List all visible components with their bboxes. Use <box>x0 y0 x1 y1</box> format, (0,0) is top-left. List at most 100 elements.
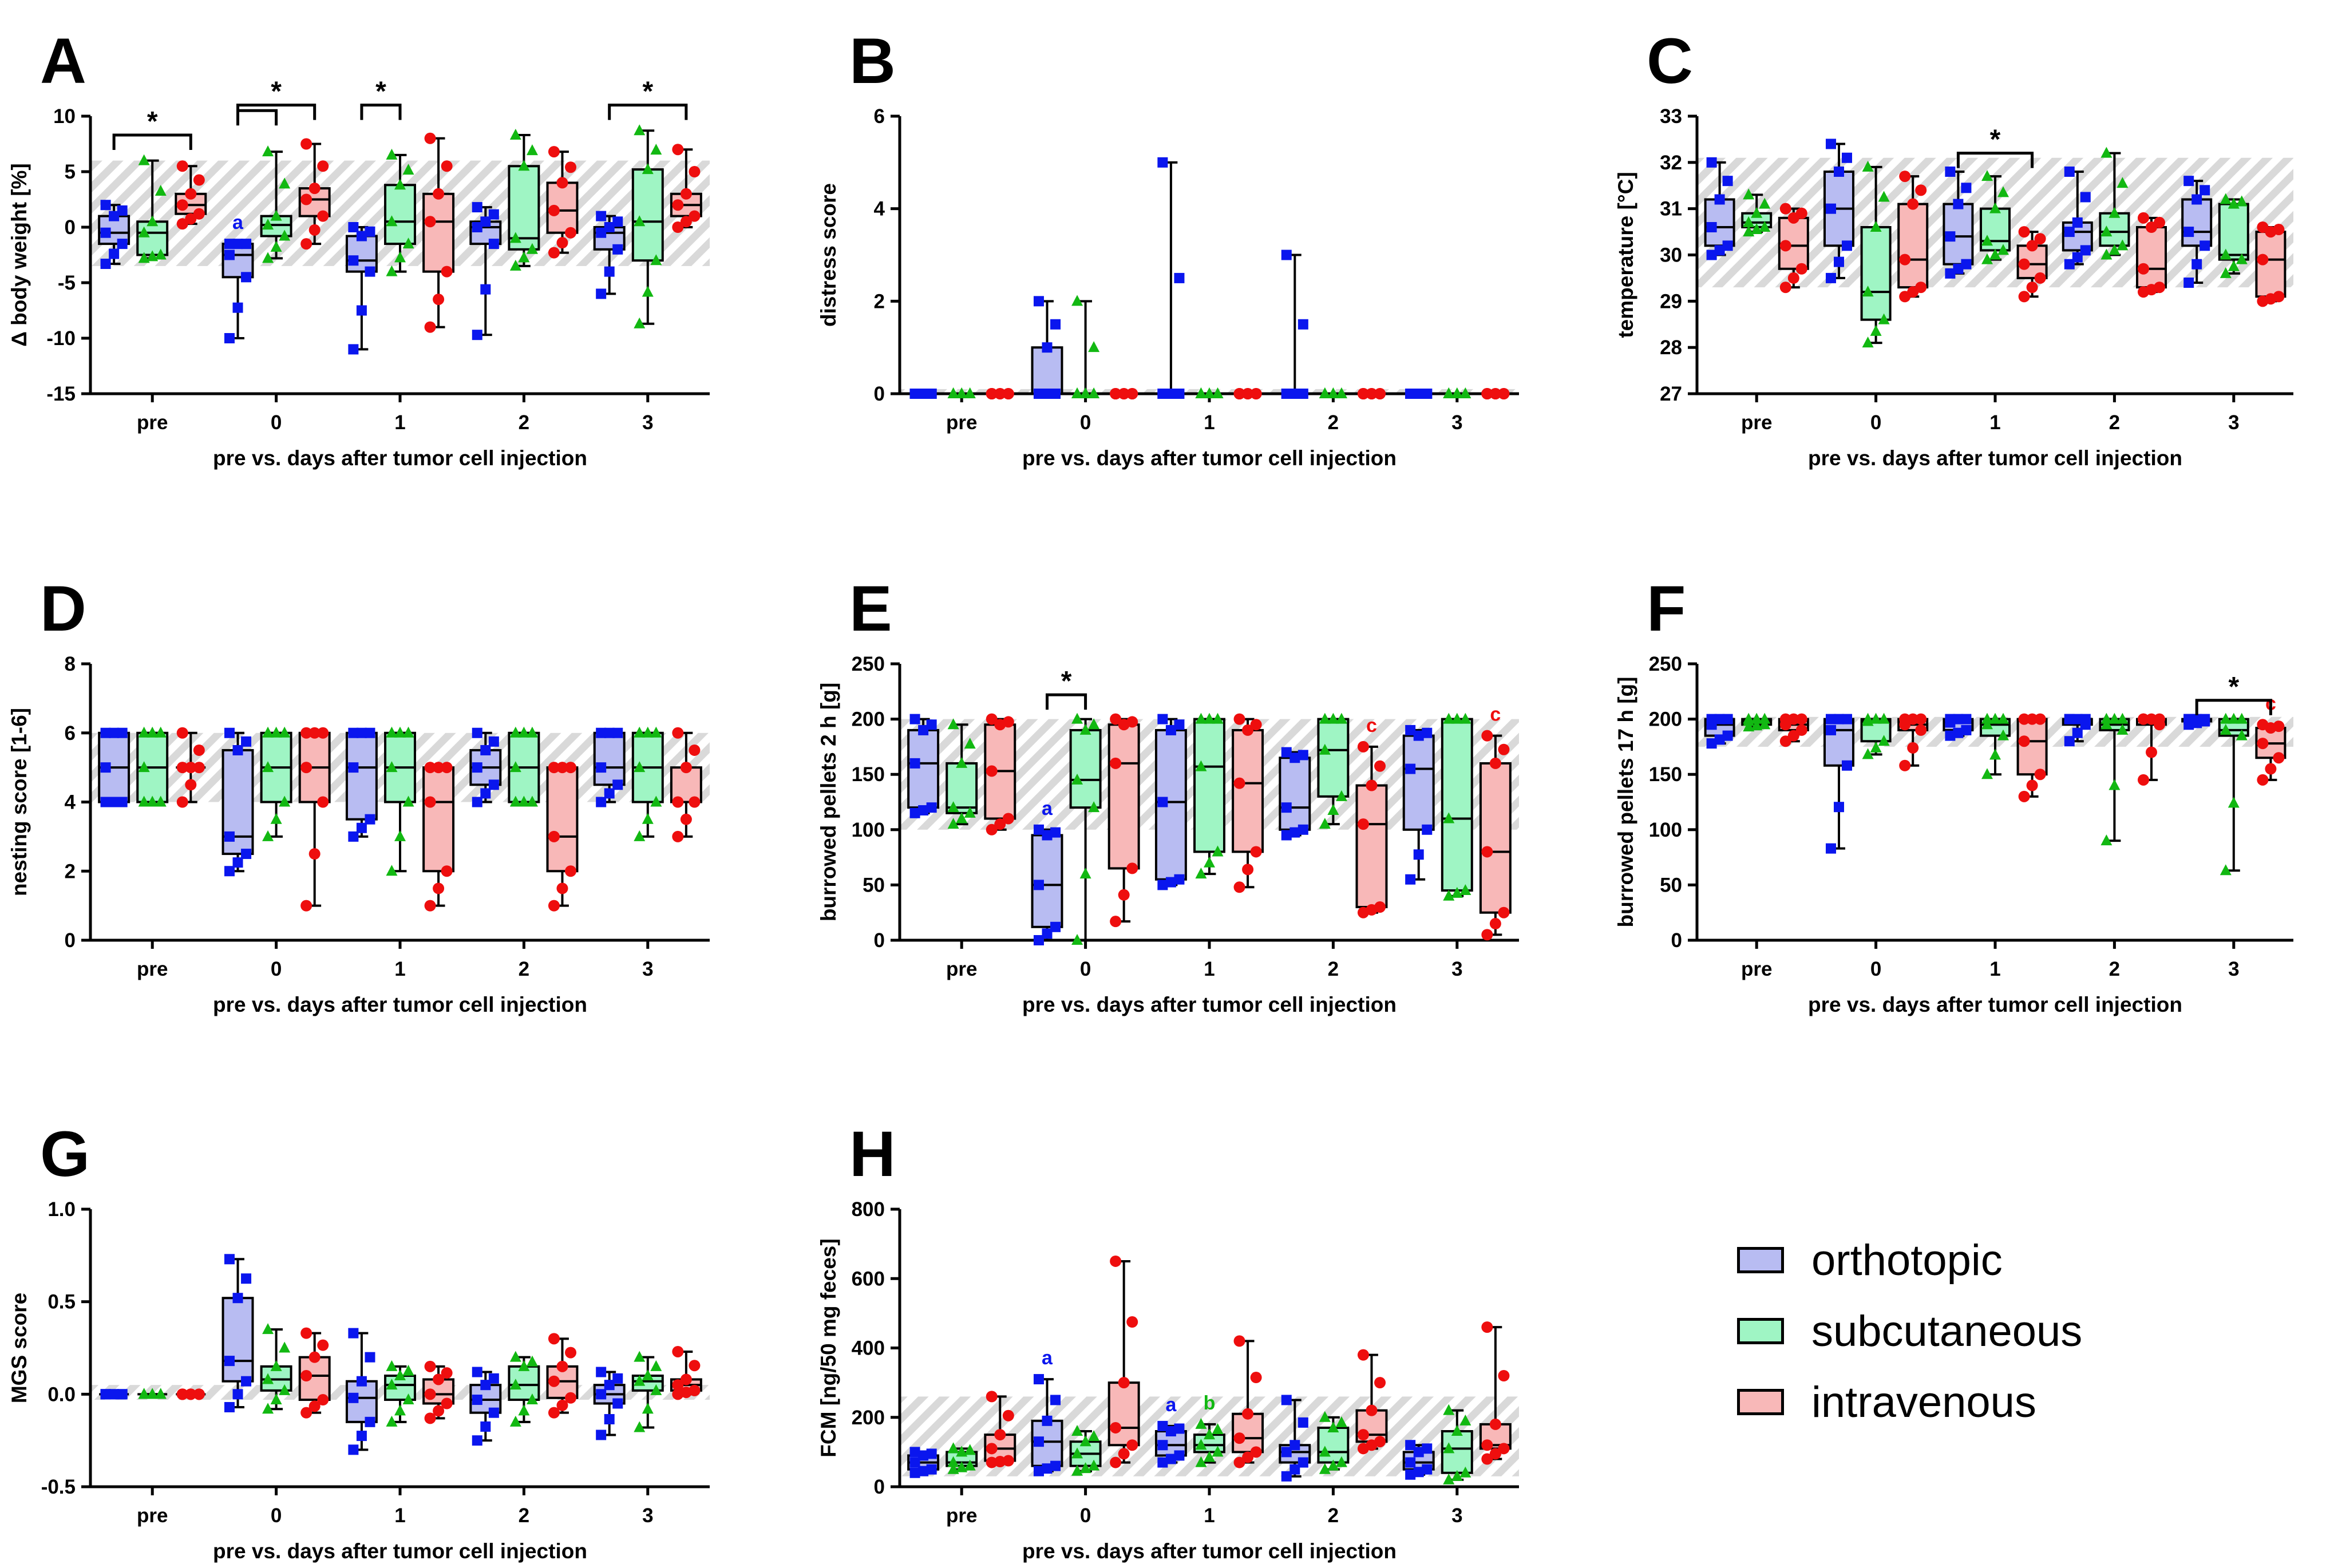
data-point <box>1743 720 1755 732</box>
data-point <box>556 762 568 774</box>
data-point <box>1981 170 1993 181</box>
box-G-3-orthotopic <box>593 1367 626 1440</box>
y-tick-label-C: 33 <box>1660 105 1682 128</box>
data-point <box>1722 176 1733 187</box>
data-point <box>672 796 684 808</box>
data-point <box>596 288 607 299</box>
box-D-3-orthotopic <box>593 727 626 807</box>
significance-bracket-A <box>112 133 192 150</box>
data-point <box>1195 712 1207 724</box>
data-point <box>2273 224 2285 236</box>
data-point <box>472 1435 482 1446</box>
data-point <box>634 1421 646 1432</box>
data-point <box>1174 874 1185 885</box>
data-point <box>1825 714 1836 724</box>
y-tick-label-C: 28 <box>1660 336 1682 359</box>
data-point <box>1204 856 1215 868</box>
data-point <box>386 1360 398 1371</box>
box-F-1-subcutaneous <box>1979 712 2011 779</box>
data-point <box>2257 774 2269 786</box>
data-point <box>1481 1321 1493 1333</box>
significance-bracket-A <box>360 104 402 120</box>
data-point <box>1165 724 1176 735</box>
data-point <box>1825 203 1836 214</box>
data-point <box>964 806 976 818</box>
panel-F: F 0 50 100 150 200 250 burrowed pellets 17 h [g… <box>1614 573 2293 1016</box>
panel-letter-C: C <box>1647 25 1693 97</box>
box-C-1-orthotopic <box>1943 167 1974 279</box>
data-point <box>1366 388 1378 399</box>
data-point <box>224 866 235 877</box>
data-point <box>612 779 623 790</box>
data-point <box>2034 272 2046 284</box>
data-point <box>2018 735 2030 747</box>
data-point <box>1374 760 1386 772</box>
data-point <box>1281 802 1292 813</box>
box-body <box>1232 728 1264 853</box>
data-point <box>1126 862 1138 874</box>
data-point <box>964 738 976 749</box>
data-point <box>1157 389 1168 399</box>
data-point <box>1862 748 1874 759</box>
y-axis-label-B: distress score <box>817 183 840 327</box>
data-point <box>2034 769 2046 781</box>
data-point <box>1357 388 1369 399</box>
box-body <box>631 168 664 262</box>
data-point <box>270 209 282 221</box>
data-point <box>1110 713 1122 725</box>
box-B-1-intravenous <box>1233 388 1263 399</box>
data-point <box>986 388 998 399</box>
data-point <box>604 788 615 799</box>
data-point <box>488 1373 499 1384</box>
data-point <box>279 229 291 241</box>
box-A-2-subcutaneous <box>508 128 540 271</box>
panel-letter-B: B <box>849 25 896 97</box>
data-point <box>918 1450 929 1461</box>
data-point <box>262 219 274 230</box>
data-point <box>1195 760 1207 771</box>
data-point <box>672 727 684 739</box>
data-point <box>1498 1370 1510 1381</box>
box-body <box>593 731 626 786</box>
panel-letter-G: G <box>40 1118 90 1190</box>
panel-A: A -15 -10 -5 0 5 10 Δ body weight [%] pre 0 1 2 3 pre… <box>7 25 710 470</box>
data-point <box>1110 1255 1122 1267</box>
data-point <box>526 144 538 156</box>
y-tick-label-H: 800 <box>852 1198 885 1221</box>
data-point <box>2200 714 2210 724</box>
data-point <box>2026 713 2038 725</box>
box-C-3-orthotopic <box>2181 176 2213 288</box>
data-point <box>1413 389 1424 399</box>
data-point <box>1165 877 1176 888</box>
data-point <box>1281 830 1292 841</box>
box-A-3-intravenous <box>670 144 702 233</box>
data-point <box>2236 195 2248 207</box>
data-point <box>394 1369 406 1380</box>
data-point <box>2183 278 2194 288</box>
data-point <box>634 317 646 328</box>
data-point <box>424 321 436 333</box>
y-tick-label-A: 10 <box>53 105 76 128</box>
data-point <box>1459 712 1471 724</box>
data-point <box>1405 1469 1416 1480</box>
data-point <box>1795 207 1807 219</box>
significance-star-A: * <box>642 77 653 107</box>
box-body <box>345 731 378 821</box>
box-body <box>1402 734 1435 831</box>
data-point <box>402 1364 414 1376</box>
data-point <box>1335 790 1347 801</box>
significance-star-C: * <box>1990 125 2001 155</box>
box-C-0-subcutaneous <box>1860 160 1892 348</box>
significance-bracket-F <box>2195 699 2272 715</box>
data-point <box>1405 1457 1416 1468</box>
data-point <box>402 795 414 807</box>
data-point <box>480 284 491 295</box>
data-point <box>348 1392 359 1403</box>
data-point <box>1459 1414 1471 1426</box>
data-point <box>386 265 398 276</box>
data-point <box>2273 752 2285 764</box>
box-body <box>345 235 378 273</box>
data-point <box>1042 928 1053 939</box>
data-point <box>2117 177 2129 188</box>
data-point <box>1050 389 1061 399</box>
